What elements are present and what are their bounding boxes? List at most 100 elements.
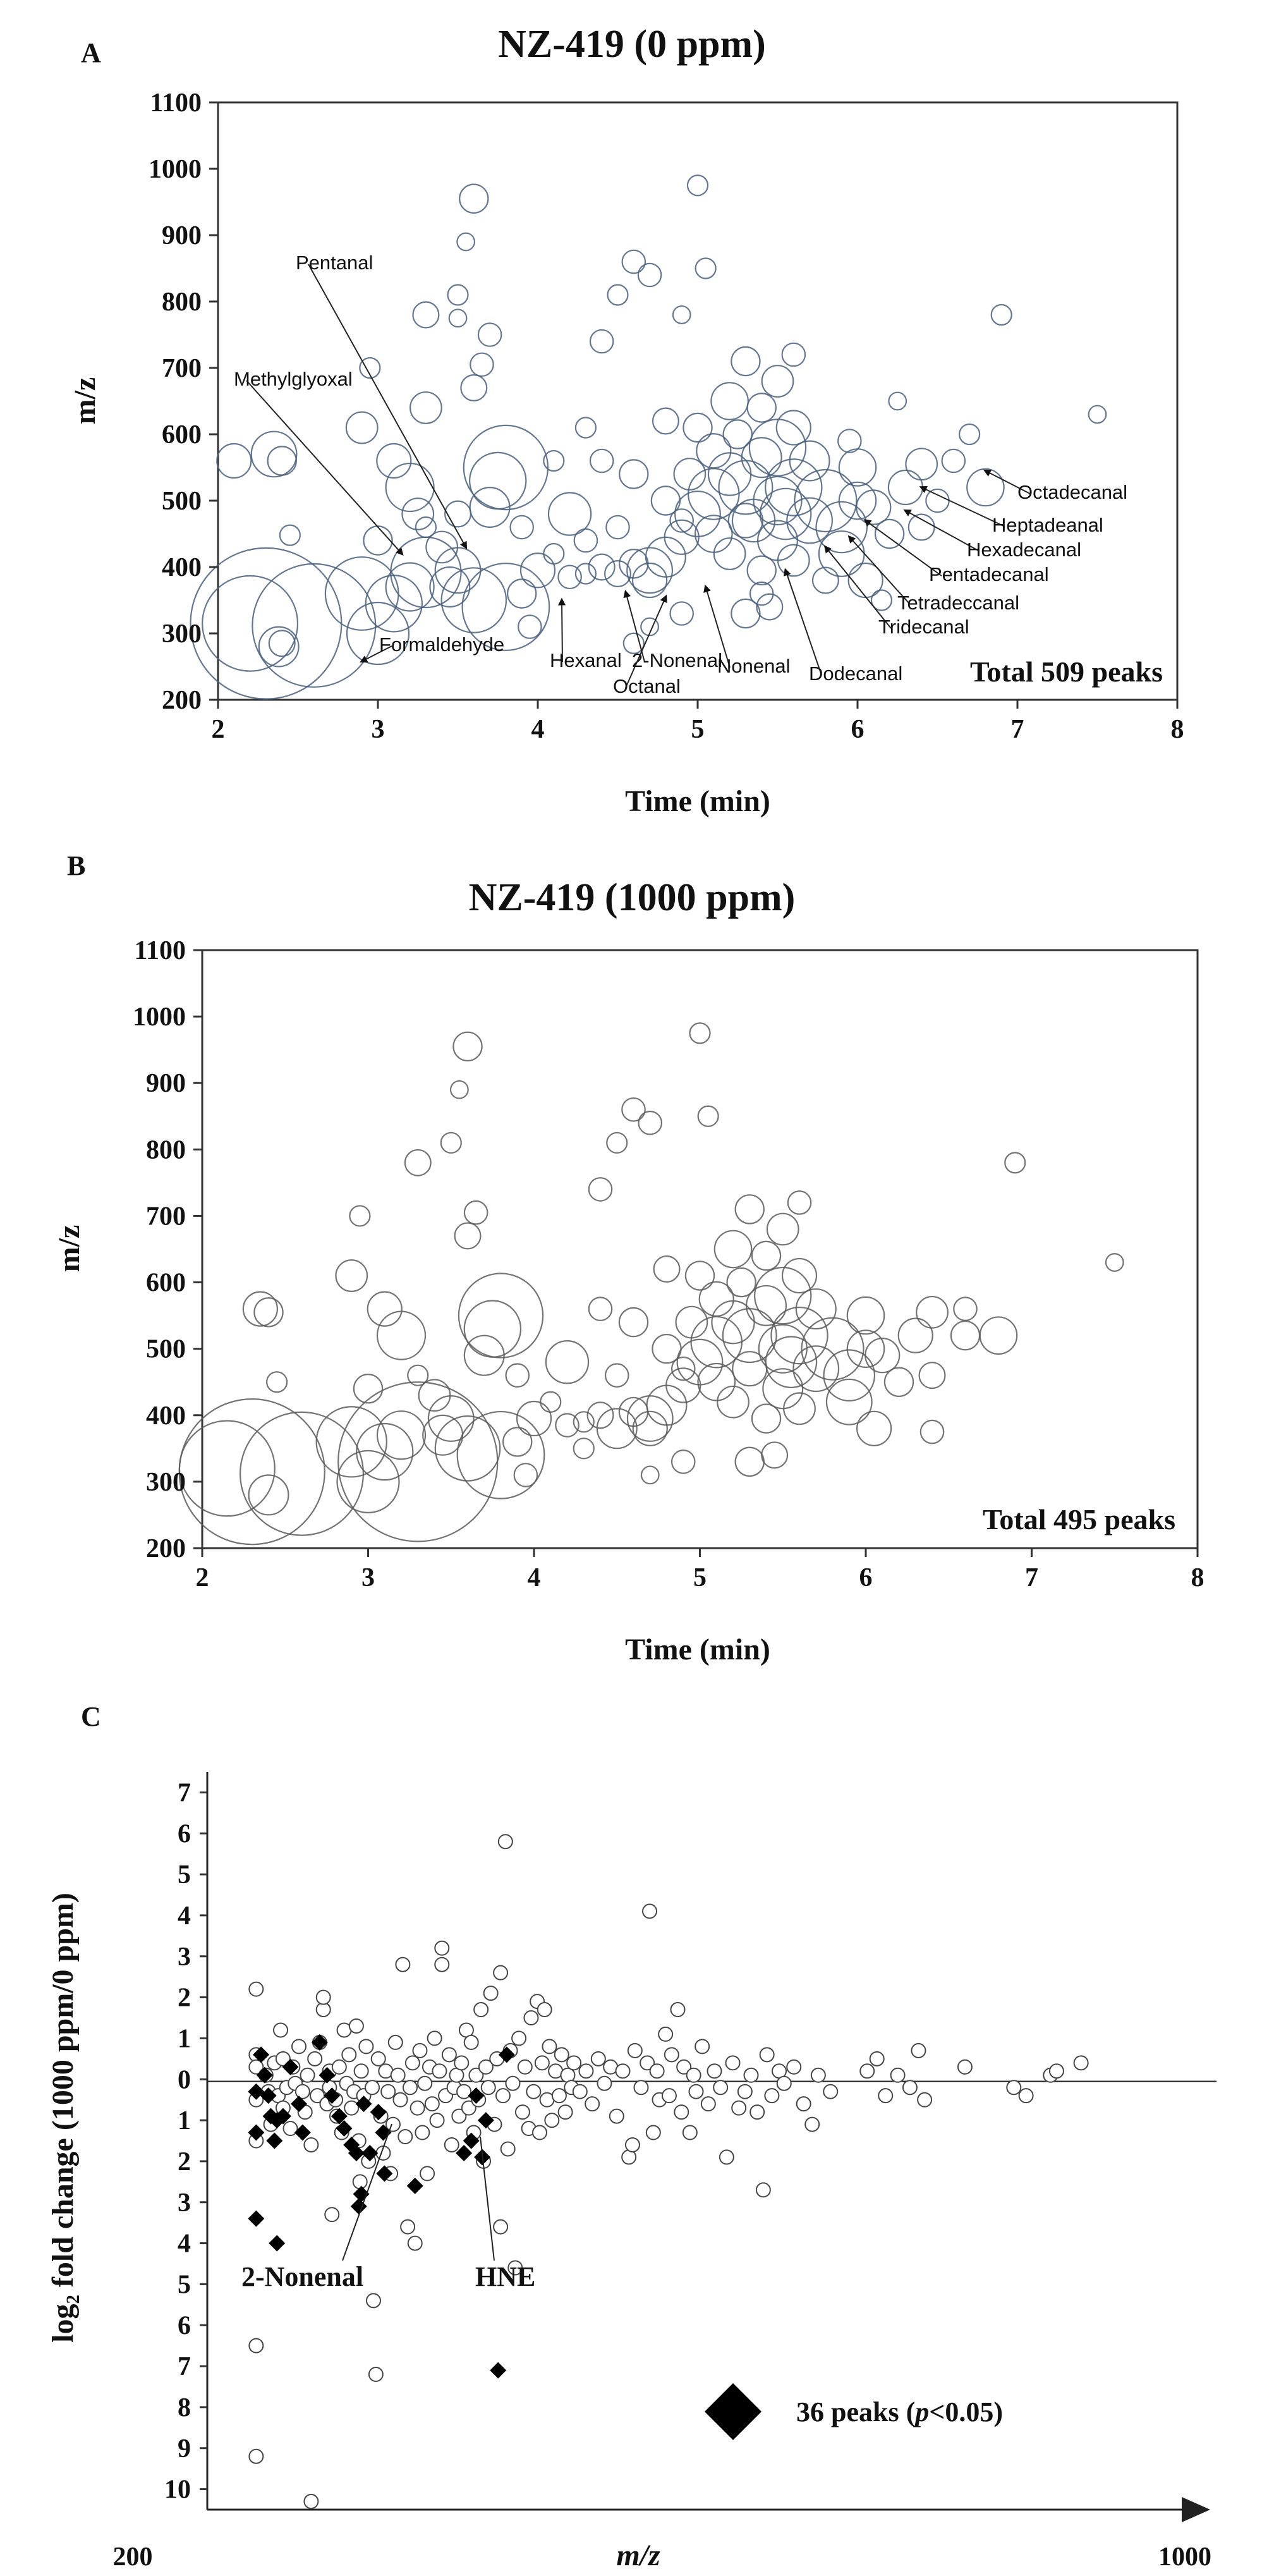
peak-circle (178, 1420, 276, 1517)
peak-circle (674, 491, 721, 537)
panel-a-x-axis-label: Time (min) (625, 784, 770, 818)
annotation-leader (705, 587, 731, 668)
y-tick-label: 1100 (150, 89, 202, 118)
fold-change-point (764, 2088, 780, 2104)
annotation-leader (785, 570, 822, 676)
panel-letter-c: C (81, 1701, 101, 1732)
peak-circle (346, 601, 410, 666)
peak-circle (746, 393, 777, 423)
fold-change-point (755, 2182, 771, 2198)
fold-change-point (661, 2088, 677, 2104)
legend-diamond-marker (705, 2383, 761, 2440)
peak-circle (684, 1261, 715, 1291)
peak-circle (365, 575, 423, 633)
fold-change-point (517, 2059, 533, 2075)
peak-circle (452, 1031, 483, 1062)
significant-peak-diamond (498, 2046, 515, 2063)
peak-circle (518, 614, 542, 639)
x-tick-label: 5 (691, 715, 705, 744)
fold-change-point (315, 1989, 331, 2005)
peak-circle (427, 1395, 475, 1442)
y-tick-label: 2 (178, 1984, 191, 2013)
fold-change-point (686, 2067, 701, 2083)
y-tick-label: 400 (146, 1401, 186, 1431)
significant-peak-diamond (376, 2165, 393, 2182)
peak-circle (640, 617, 659, 637)
peak-circle (746, 555, 777, 585)
y-tick-label: 0 (178, 2065, 191, 2094)
fold-change-point (424, 2096, 440, 2112)
peak-circle (404, 1149, 432, 1176)
peak-circle (958, 423, 981, 446)
significant-peak-diamond (490, 2362, 507, 2379)
annotation-arrowhead (703, 584, 711, 593)
fold-change-point (649, 2063, 665, 2079)
peak-circle (336, 1450, 400, 1513)
fold-change-point (461, 2100, 476, 2116)
significant-peak-diamond (294, 2124, 311, 2141)
fold-change-point (473, 2002, 489, 2018)
fold-change-point (444, 2137, 459, 2152)
fold-change-point (417, 2075, 433, 2091)
y-tick-label: 7 (178, 2352, 191, 2381)
panel-c-annotations: 2-Nonenal HNE (241, 2123, 535, 2292)
panel-c-x-max-label: 1000 (1158, 2542, 1211, 2572)
fold-change-point (248, 2448, 264, 2464)
peak-circle (242, 1291, 278, 1327)
peak-circle (638, 1110, 663, 1135)
fold-change-point (331, 2059, 347, 2075)
significant-peak-diamond (274, 2108, 291, 2125)
peak-circle (376, 1410, 427, 1460)
x-tick-label: 2 (212, 715, 225, 744)
annotation-arrowhead (360, 656, 368, 662)
y-tick-label: 8 (178, 2393, 191, 2422)
annotation-leader (625, 592, 645, 662)
annotation-arrowhead (903, 509, 912, 516)
fold-change-point (454, 2055, 470, 2071)
y-tick-label: 3 (178, 1943, 191, 1972)
peak-circle (507, 578, 537, 609)
peak-circle (713, 537, 746, 570)
fold-change-point (390, 2067, 406, 2083)
fold-change-point (890, 2067, 906, 2083)
peak-circle (941, 448, 966, 473)
peak-circle (631, 562, 668, 599)
peak-circle (838, 481, 877, 520)
peak-circle (754, 1266, 812, 1325)
significant-peak-diamond (256, 2066, 273, 2084)
fold-change-point (627, 2042, 643, 2058)
peak-circle (240, 1411, 365, 1536)
annotation-arrowhead (919, 485, 928, 493)
fold-change-point (248, 2059, 264, 2075)
peak-circle (787, 1190, 812, 1215)
fold-change-point (537, 2002, 552, 2018)
annotation-label: 2-Nonenal (632, 649, 722, 671)
peak-circle (689, 1022, 711, 1044)
y-tick-label: 300 (146, 1468, 186, 1497)
peak-circle (856, 1410, 892, 1446)
legend-label: 36 peaks (p<0.05) (796, 2396, 1003, 2427)
significant-peak-diamond (361, 2144, 379, 2161)
fold-change-point (468, 2067, 484, 2083)
peak-circle (645, 536, 686, 578)
peak-circle (637, 262, 662, 288)
peak-circle (748, 418, 807, 477)
y-tick-label: 3 (178, 2188, 191, 2218)
fold-change-point (609, 2108, 624, 2124)
fold-change-point (324, 2207, 340, 2223)
fold-change-point (585, 2096, 600, 2112)
fold-change-point (432, 2063, 447, 2079)
peak-circle (268, 630, 296, 657)
annotation-arrowhead (623, 590, 631, 599)
annotation-label: HNE (475, 2261, 535, 2292)
y-tick-label: 200 (146, 1534, 186, 1563)
peak-circle (619, 459, 649, 489)
panel-a-total-label: Total 509 peaks (970, 656, 1163, 688)
fold-change-point (902, 2080, 918, 2096)
fold-change-point (810, 2067, 826, 2083)
fold-change-point (478, 2059, 494, 2075)
peak-circle (456, 1410, 545, 1499)
significant-peak-diamond (336, 2120, 353, 2137)
peak-circle (751, 1403, 782, 1434)
y-tick-label: 700 (146, 1202, 186, 1231)
